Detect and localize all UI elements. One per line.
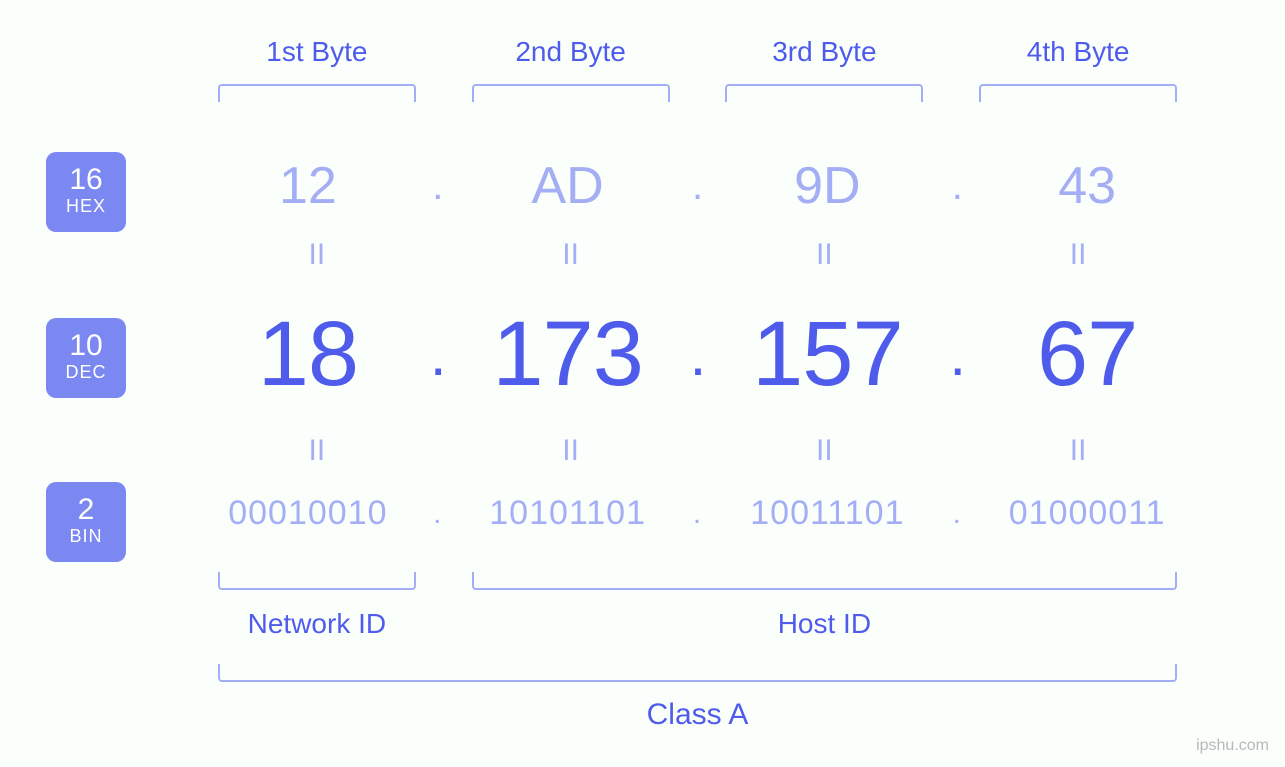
bin-byte-4: 01000011 xyxy=(969,494,1205,533)
top-bracket-1 xyxy=(218,84,416,102)
bin-base-number: 2 xyxy=(78,495,95,525)
class-label: Class A xyxy=(190,698,1205,732)
dec-byte-1: 18 xyxy=(190,302,426,407)
byte-header-row: 1st Byte 2nd Byte 3rd Byte 4th Byte xyxy=(190,36,1205,68)
bin-dot-3: . xyxy=(945,497,969,531)
hex-dot-3: . xyxy=(945,164,969,209)
equals-row-hex-dec: II II II II xyxy=(190,238,1205,272)
hex-row: 12 . AD . 9D . 43 xyxy=(190,156,1205,216)
dec-dot-2: . xyxy=(686,320,710,389)
bin-dot-2: . xyxy=(686,497,710,531)
watermark: ipshu.com xyxy=(1196,737,1269,755)
equals-8: II xyxy=(951,434,1205,468)
dec-byte-4: 67 xyxy=(969,302,1205,407)
hex-dot-2: . xyxy=(686,164,710,209)
top-bracket-3 xyxy=(725,84,923,102)
hex-byte-1: 12 xyxy=(190,156,426,216)
bin-byte-3: 10011101 xyxy=(710,494,946,533)
bin-byte-2: 10101101 xyxy=(450,494,686,533)
hex-base-number: 16 xyxy=(69,165,102,195)
id-bracket-row xyxy=(190,572,1205,590)
hex-byte-3: 9D xyxy=(710,156,946,216)
hex-base-label: HEX xyxy=(66,195,106,218)
equals-1: II xyxy=(190,238,444,272)
equals-3: II xyxy=(698,238,952,272)
host-id-bracket xyxy=(472,572,1177,590)
equals-7: II xyxy=(698,434,952,468)
host-id-label: Host ID xyxy=(444,608,1205,640)
dec-dot-3: . xyxy=(945,320,969,389)
byte-header-4: 4th Byte xyxy=(951,36,1205,68)
equals-4: II xyxy=(951,238,1205,272)
bin-byte-1: 00010010 xyxy=(190,494,426,533)
equals-2: II xyxy=(444,238,698,272)
dec-base-number: 10 xyxy=(69,331,102,361)
bin-badge: 2 BIN xyxy=(46,482,126,562)
equals-5: II xyxy=(190,434,444,468)
equals-6: II xyxy=(444,434,698,468)
network-id-bracket xyxy=(218,572,416,590)
bin-dot-1: . xyxy=(426,497,450,531)
byte-header-2: 2nd Byte xyxy=(444,36,698,68)
hex-dot-1: . xyxy=(426,164,450,209)
bin-base-label: BIN xyxy=(69,525,102,548)
equals-row-dec-bin: II II II II xyxy=(190,434,1205,468)
id-label-row: Network ID Host ID xyxy=(190,608,1205,648)
top-bracket-4 xyxy=(979,84,1177,102)
hex-byte-4: 43 xyxy=(969,156,1205,216)
class-bracket xyxy=(218,664,1177,682)
byte-header-3: 3rd Byte xyxy=(698,36,952,68)
hex-badge: 16 HEX xyxy=(46,152,126,232)
class-bracket-row xyxy=(190,664,1205,682)
network-id-label: Network ID xyxy=(190,608,444,640)
top-bracket-row xyxy=(190,84,1205,102)
dec-byte-3: 157 xyxy=(710,302,946,407)
byte-header-1: 1st Byte xyxy=(190,36,444,68)
dec-dot-1: . xyxy=(426,320,450,389)
hex-byte-2: AD xyxy=(450,156,686,216)
dec-base-label: DEC xyxy=(65,361,106,384)
dec-byte-2: 173 xyxy=(450,302,686,407)
dec-badge: 10 DEC xyxy=(46,318,126,398)
bin-row: 00010010 . 10101101 . 10011101 . 0100001… xyxy=(190,494,1205,533)
dec-row: 18 . 173 . 157 . 67 xyxy=(190,302,1205,407)
top-bracket-2 xyxy=(472,84,670,102)
